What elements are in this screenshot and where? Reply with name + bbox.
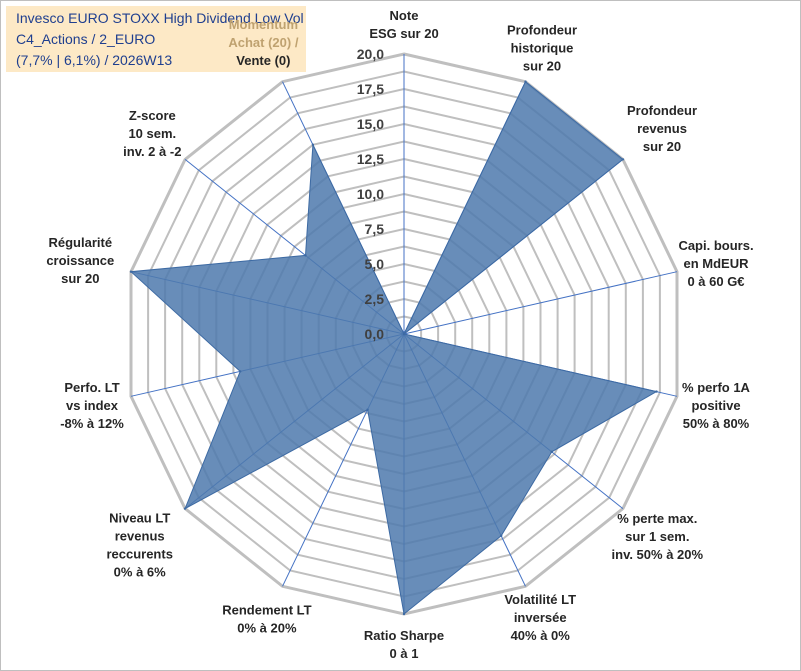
- radar-axis-labels: Note ESG sur 20 Profondeur historique sur 20…: [46, 8, 753, 661]
- data-point: [655, 390, 658, 393]
- axis-label: Capi. bours. en MdEUR 0 à 60 G€: [678, 238, 753, 289]
- tick-label: 20,0: [357, 46, 384, 62]
- axis-label: Rendement LT 0% à 20%: [222, 603, 311, 636]
- chart-title-box: Invesco EURO STOXX High Dividend Low Vol…: [6, 6, 306, 72]
- tick-label: 2,5: [365, 291, 385, 307]
- data-point: [402, 332, 406, 336]
- chart-title-line-3: (7,7% | 6,1%) / 2026W13: [16, 52, 173, 68]
- axis-label: Profondeur historique sur 20: [507, 23, 577, 74]
- data-point: [550, 450, 553, 453]
- axis-label: Niveau LT revenus reccurents 0% à 6%: [106, 511, 172, 580]
- tick-label: 12,5: [357, 151, 384, 167]
- axis-label: Momentum Achat (20) / Vente (0): [228, 17, 298, 68]
- axis-label: Ratio Sharpe 0 à 1: [364, 628, 444, 661]
- tick-label: 7,5: [365, 221, 385, 237]
- tick-label: 0,0: [365, 326, 385, 342]
- axis-label: Volatilité LT inversée 40% à 0%: [504, 592, 576, 643]
- axis-label: Régularité croissance sur 20: [46, 235, 114, 286]
- axis-label: Z-score 10 sem. inv. 2 à -2: [123, 108, 181, 159]
- axis-label: % perte max. sur 1 sem. inv. 50% à 20%: [612, 511, 704, 562]
- axis-label: Perfo. LT vs index -8% à 12%: [60, 380, 124, 431]
- data-point: [366, 408, 369, 411]
- chart-title-line-2: C4_Actions / 2_EURO: [16, 31, 156, 47]
- data-point: [239, 370, 242, 373]
- tick-label: 10,0: [357, 186, 384, 202]
- radar-spoke: [403, 271, 678, 335]
- axis-label: Note ESG sur 20: [369, 8, 438, 41]
- radar-series: [129, 80, 658, 616]
- data-point: [311, 143, 315, 146]
- chart-title-line-1: Invesco EURO STOXX High Dividend Low Vol: [16, 10, 304, 26]
- tick-label: 15,0: [357, 116, 384, 132]
- data-point: [402, 612, 406, 616]
- data-point: [129, 270, 133, 273]
- data-point: [183, 507, 187, 510]
- axis-label: Profondeur revenus sur 20: [627, 103, 697, 154]
- data-point: [621, 158, 625, 161]
- data-point: [524, 80, 527, 83]
- tick-label: 5,0: [365, 256, 385, 272]
- radar-tick-labels: 0,0 2,5 5,0 7,5 10,0 12,5 15,0 17,5 20,0: [357, 46, 384, 342]
- data-point: [304, 254, 307, 257]
- tick-label: 17,5: [357, 81, 384, 97]
- axis-label: % perfo 1A positive 50% à 80%: [682, 380, 751, 431]
- data-point: [500, 534, 503, 537]
